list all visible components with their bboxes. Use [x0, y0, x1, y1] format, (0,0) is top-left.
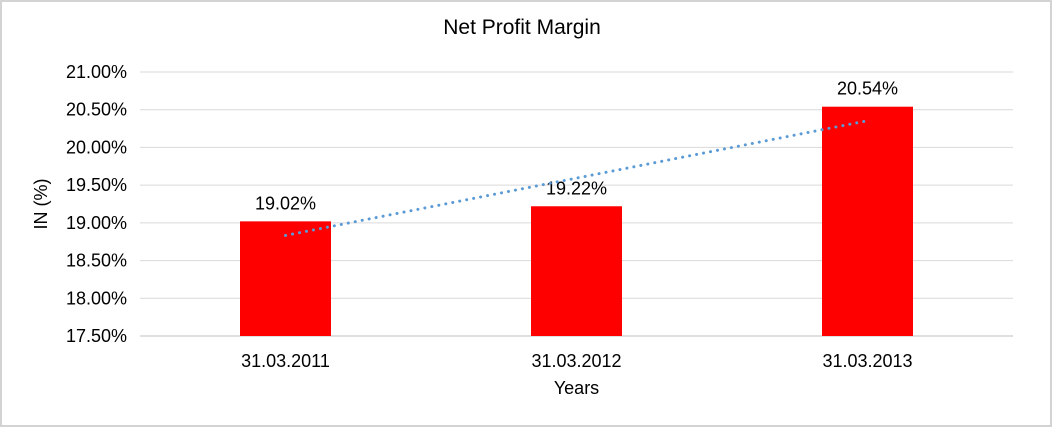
bar-value-label: 19.02% — [255, 193, 316, 213]
x-tick-label: 31.03.2012 — [531, 351, 621, 371]
x-tick-label: 31.03.2013 — [822, 351, 912, 371]
bar — [240, 221, 331, 336]
chart-title: Net Profit Margin — [443, 16, 601, 39]
bar-value-label: 20.54% — [837, 79, 898, 99]
y-tick-label: 19.00% — [66, 213, 127, 233]
y-tick-label: 21.00% — [66, 62, 127, 82]
x-axis-title: Years — [553, 378, 600, 398]
y-tick-label: 20.50% — [66, 100, 127, 120]
bar — [531, 206, 622, 336]
y-axis-title: IN (%) — [31, 178, 52, 230]
y-tick-label: 20.00% — [66, 137, 127, 157]
bar — [822, 106, 913, 336]
trendline — [284, 119, 869, 237]
y-tick-label: 19.50% — [66, 175, 127, 195]
y-tick-label: 18.50% — [66, 251, 127, 271]
y-tick-label: 17.50% — [66, 326, 127, 346]
y-tick-label: 18.00% — [66, 288, 127, 308]
bar-value-label: 19.22% — [546, 178, 607, 198]
x-tick-label: 31.03.2011 — [241, 351, 330, 371]
